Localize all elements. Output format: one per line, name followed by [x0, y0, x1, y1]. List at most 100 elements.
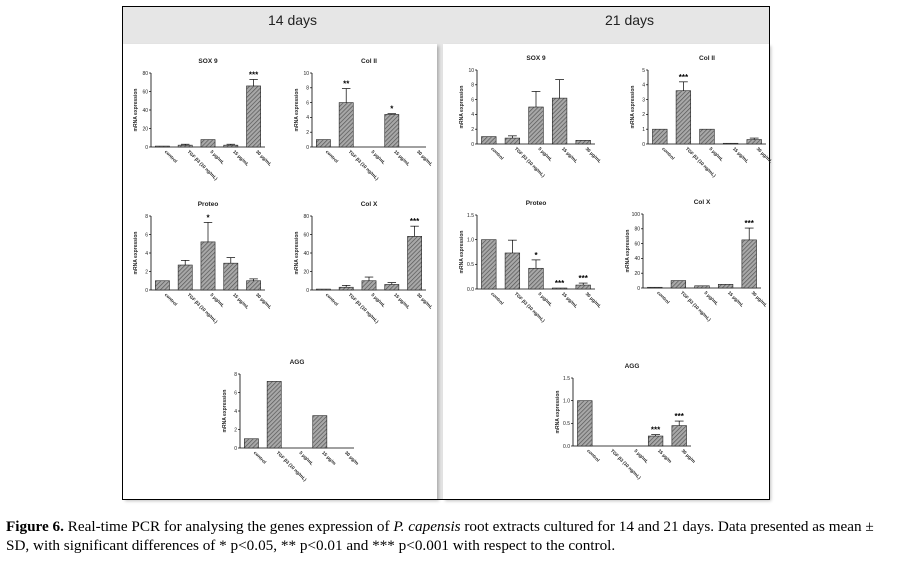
bar: [246, 85, 261, 148]
y-tick-label: 0: [306, 288, 309, 294]
y-tick-label: 0: [642, 142, 645, 148]
significance-label: ***: [579, 274, 589, 283]
bar: [200, 139, 216, 148]
caption-species: P. capensis: [393, 518, 461, 535]
chart-title: Col II: [361, 58, 377, 65]
x-tick-label: 30 μg/m: [344, 450, 360, 466]
x-tick-label: control: [656, 290, 671, 305]
bar: [246, 280, 261, 291]
y-tick-label: 80: [303, 214, 309, 220]
y-tick-label: 80: [142, 71, 148, 77]
y-tick-label: 1.0: [467, 237, 474, 243]
bar: [316, 288, 331, 291]
x-tick-label: control: [490, 146, 505, 161]
bar: [746, 139, 762, 145]
significance-label: ***: [745, 219, 755, 228]
significance-label: ***: [410, 217, 420, 226]
y-tick-label: 40: [303, 251, 309, 257]
bar: [647, 286, 663, 289]
y-tick-label: 4: [234, 409, 237, 415]
bar: [384, 114, 400, 148]
bar: [722, 142, 739, 145]
x-tick-label: control: [164, 149, 179, 164]
y-tick-label: 40: [634, 256, 640, 262]
x-tick-label: 15 μg/mL: [732, 146, 750, 164]
y-axis-label: mRNA expression: [459, 231, 465, 274]
x-tick-label: 15 μg/m: [321, 450, 337, 466]
x-tick-label: 30 μg/mL: [255, 149, 273, 167]
y-axis-label: mRNA expression: [133, 89, 139, 132]
bar: [504, 252, 521, 290]
x-tick-label: 5 μg/mL: [537, 291, 553, 307]
y-tick-label: 0.0: [467, 287, 474, 293]
x-tick-label: 5 μg/mL: [209, 149, 225, 165]
y-tick-label: 6: [234, 390, 237, 396]
bar: [200, 241, 216, 291]
chart-title: Col X: [361, 201, 378, 208]
y-axis-label: mRNA expression: [459, 86, 465, 129]
chart-title: SOX 9: [526, 55, 546, 62]
y-tick-label: 8: [306, 86, 309, 92]
y-axis-label: mRNA expression: [294, 232, 300, 275]
caption-text-2: root extracts cultured for 14 and 21 day…: [6, 518, 874, 554]
bar: [670, 280, 687, 289]
x-tick-label: 5 μg/mL: [298, 450, 314, 466]
chart-title: AGG: [625, 363, 640, 370]
y-axis-label: mRNA expression: [222, 390, 228, 433]
y-tick-label: 4: [471, 112, 474, 118]
y-tick-label: 1: [642, 127, 645, 133]
bar: [177, 264, 193, 291]
y-tick-label: 0.5: [563, 421, 570, 427]
y-tick-label: 10: [468, 68, 474, 74]
bar: [266, 381, 282, 449]
chart-title: Col II: [699, 55, 715, 62]
bar: [312, 415, 328, 449]
x-tick-label: 5 μg/mL: [370, 292, 386, 308]
x-tick-label: 5 μg/mL: [537, 146, 553, 162]
group-title-21-days: 21 days: [605, 12, 655, 28]
x-tick-label: 15 μg/mL: [561, 146, 579, 164]
bar: [575, 140, 591, 145]
bar: [694, 285, 710, 289]
y-tick-label: 60: [634, 241, 640, 247]
y-tick-label: 0.0: [563, 444, 570, 450]
y-tick-label: 0.5: [467, 262, 474, 268]
bar: [223, 262, 239, 291]
bar: [155, 145, 170, 148]
x-tick-label: 30 μg/mL: [750, 290, 768, 308]
x-tick-label: control: [164, 292, 179, 307]
x-tick-label: 15 μg/mL: [561, 291, 579, 309]
y-tick-label: 1.5: [467, 213, 474, 219]
bar: [504, 137, 521, 145]
bar: [384, 284, 400, 291]
x-tick-label: 30 μg/mL: [416, 149, 434, 167]
y-tick-label: 0: [637, 286, 640, 292]
y-tick-label: 0: [234, 446, 237, 452]
y-tick-label: 0: [306, 145, 309, 151]
significance-label: **: [343, 80, 350, 89]
y-tick-label: 100: [632, 212, 641, 218]
y-tick-label: 1.5: [563, 376, 570, 382]
x-tick-label: control: [325, 292, 340, 307]
x-tick-label: control: [661, 146, 676, 161]
bar: [481, 136, 497, 145]
x-tick-label: 30 μg/mL: [584, 146, 602, 164]
bar: [338, 102, 354, 148]
x-tick-label: 30 μg/mL: [416, 292, 434, 310]
x-tick-label: control: [325, 149, 340, 164]
y-tick-label: 4: [306, 115, 309, 121]
y-tick-label: 60: [303, 232, 309, 238]
x-tick-label: control: [586, 448, 601, 463]
y-tick-label: 6: [471, 97, 474, 103]
significance-label: ***: [675, 412, 685, 421]
significance-label: ***: [555, 279, 565, 288]
y-axis-label: mRNA expression: [133, 232, 139, 275]
bar: [577, 400, 593, 447]
